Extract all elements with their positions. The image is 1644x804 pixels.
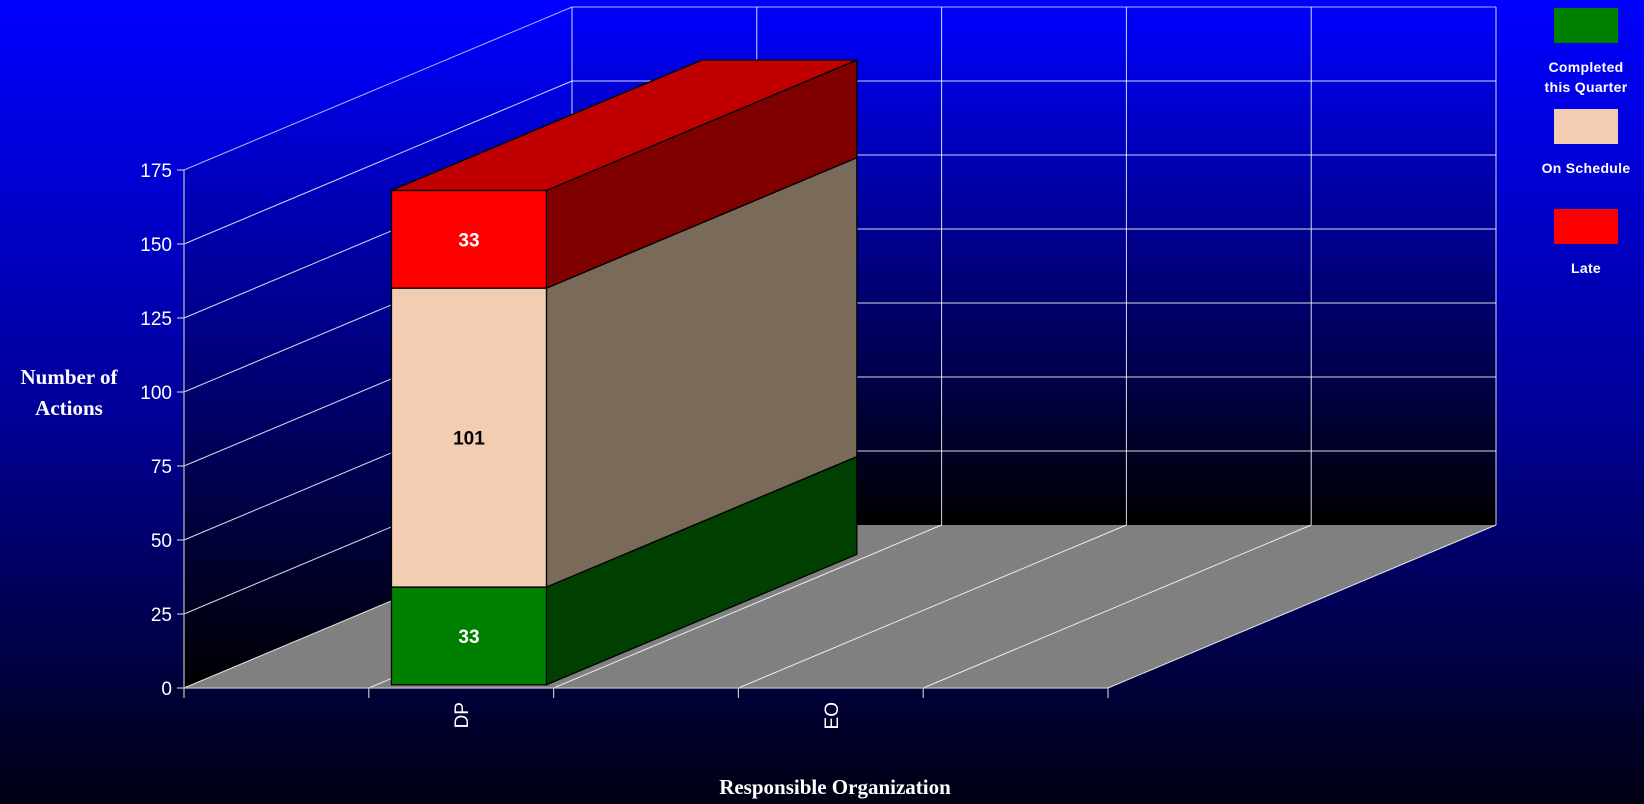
legend-item-late: Late [1528, 209, 1644, 278]
y-tick-label-50: 50 [151, 531, 172, 552]
chart-bars: 33 101 33 [390, 59, 858, 686]
y-tick-label-0: 0 [161, 679, 172, 700]
legend-label-completed: Completed this Quarter [1544, 59, 1628, 95]
chart-tick-labels: 0 25 50 75 100 125 150 175 DP EO [140, 161, 843, 729]
y-tick-label-75: 75 [151, 457, 172, 478]
floor-line-4 [923, 524, 1312, 689]
legend-swatch-completed [1554, 8, 1618, 43]
bar-value-label-DP-1: 101 [453, 429, 485, 450]
legend-swatch-late [1554, 209, 1618, 244]
floor-line-2 [553, 524, 942, 689]
y-tick-label-100: 100 [140, 383, 172, 404]
bar-group-DP: 33 101 33 [390, 59, 858, 686]
y-tick-label-25: 25 [151, 605, 172, 626]
bar-segment-DP-2 [390, 189, 548, 289]
chart-axes [177, 169, 1109, 698]
legend-label-on-schedule: On Schedule [1541, 160, 1631, 176]
x-tick-label-DP: DP [452, 702, 473, 728]
bar-value-label-DP-2: 33 [458, 230, 479, 251]
legend-item-completed: Completed this Quarter [1528, 8, 1644, 97]
floor-line-5 [1107, 524, 1497, 689]
bar-value-label-DP-0: 33 [458, 627, 479, 648]
y-axis-title: Number of Actions [20, 365, 118, 420]
floor-line-3 [738, 524, 1127, 689]
bar-segment-DP-1 [390, 287, 548, 588]
x-axis-title: Responsible Organization [719, 775, 951, 799]
y-tick-label-125: 125 [140, 309, 172, 330]
bar-top-DP [391, 59, 858, 192]
y-tick-label-175: 175 [140, 161, 172, 182]
legend-swatch-on-schedule [1554, 109, 1618, 144]
legend-label-late: Late [1571, 260, 1601, 276]
legend-item-on-schedule: On Schedule [1528, 109, 1644, 178]
bar-segment-DP-0 [390, 586, 548, 686]
y-tick-label-150: 150 [140, 235, 172, 256]
x-tick-label-EO: EO [822, 702, 843, 729]
